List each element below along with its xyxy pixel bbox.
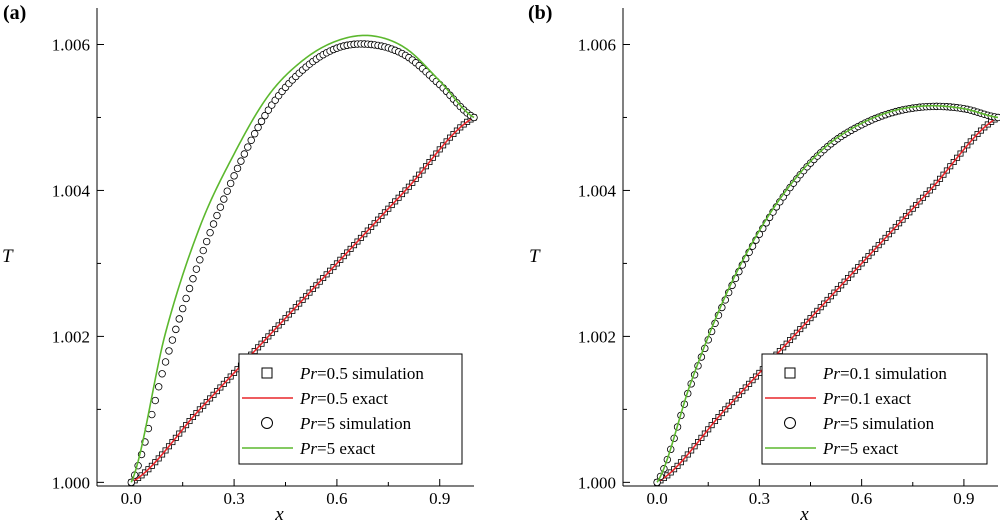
data-point-circle: [185, 284, 194, 293]
data-point-circle: [178, 304, 187, 313]
legend-entry-rest: =0.5 simulation: [317, 364, 424, 383]
legend-entry-italic: Pr: [299, 439, 317, 458]
legend-box: [238, 353, 463, 465]
data-point-circle: [175, 315, 183, 323]
data-point-circle: [244, 143, 252, 151]
legend-entry-rest: =0.5 exact: [317, 389, 388, 408]
y-axis-label: T: [529, 246, 541, 267]
data-point-circle: [230, 172, 238, 180]
legend-entry-sim_low: Pr=0.1 simulation: [822, 364, 947, 383]
data-point-circle: [254, 123, 262, 132]
data-point-circle: [220, 195, 228, 203]
x-tick-label: 0.0: [121, 489, 142, 508]
legend-entry-italic: Pr: [822, 364, 840, 383]
y-tick-label: 1.002: [52, 327, 90, 346]
legend-entry-rest: =5 exact: [840, 439, 898, 458]
legend-entry-italic: Pr: [299, 364, 317, 383]
legend-box: [761, 353, 988, 465]
legend-entry-rest: =5 simulation: [317, 414, 412, 433]
legend-entry-rest: =0.1 exact: [840, 389, 911, 408]
data-point-circle: [264, 106, 273, 114]
data-point-circle: [240, 150, 249, 158]
data-point-circle: [182, 294, 190, 303]
legend-entry-italic: Pr: [822, 414, 840, 433]
y-tick-label: 1.006: [52, 35, 90, 54]
legend-entry-italic: Pr: [822, 389, 840, 408]
data-point-circle: [199, 246, 207, 255]
data-point-circle: [127, 478, 135, 487]
x-tick-label: 0.6: [326, 489, 347, 508]
data-point-circle: [158, 370, 166, 378]
data-point-circle: [189, 275, 197, 283]
series-line-exact_high: [656, 104, 999, 483]
x-tick-label: 0.9: [953, 489, 974, 508]
data-point-circle: [261, 111, 269, 120]
data-point-circle: [226, 179, 235, 188]
x-tick-label: 0.9: [429, 489, 450, 508]
y-tick-label: 1.000: [52, 473, 90, 492]
legend-entry-exact_low: Pr=0.1 exact: [822, 389, 911, 408]
y-tick-label: 1.004: [52, 181, 91, 200]
x-axis-label: x: [274, 504, 284, 520]
legend-entry-exact_high: Pr=5 exact: [822, 439, 898, 458]
data-point-circle: [202, 237, 211, 246]
legend-symbol-circle: [261, 417, 273, 429]
y-tick-label: 1.002: [578, 327, 616, 346]
legend-entry-exact_low: Pr=0.5 exact: [299, 389, 388, 408]
data-point-circle: [168, 336, 177, 344]
panel-label: (a): [3, 2, 26, 24]
legend-symbol-square: [261, 367, 273, 379]
legend-symbol-square: [784, 367, 796, 379]
data-point-circle: [192, 265, 201, 273]
data-point-circle: [209, 220, 218, 228]
legend-entry-sim_high: Pr=5 simulation: [822, 414, 935, 433]
legend-entry-rest: =5 exact: [317, 439, 375, 458]
data-point-circle: [206, 228, 214, 237]
series-line-exact_low: [656, 116, 999, 484]
panel-label: (b): [528, 2, 552, 24]
x-axis-label: x: [799, 504, 809, 520]
data-point-circle: [250, 130, 259, 138]
data-point-circle: [257, 117, 266, 126]
legend-entry-exact_high: Pr=5 exact: [299, 439, 375, 458]
legend-entry-italic: Pr: [299, 414, 317, 433]
x-tick-label: 0.0: [646, 489, 667, 508]
data-point-circle: [151, 396, 159, 405]
x-tick-label: 0.3: [749, 489, 770, 508]
legend-symbol-circle: [784, 417, 796, 429]
y-tick-label: 1.004: [578, 181, 617, 200]
legend-entry-sim_low: Pr=0.5 simulation: [299, 364, 424, 383]
x-tick-label: 0.6: [851, 489, 872, 508]
legend-entry-rest: =0.1 simulation: [840, 364, 947, 383]
data-point-circle: [237, 157, 245, 165]
data-point-circle: [216, 203, 225, 211]
legend-entry-italic: Pr: [822, 439, 840, 458]
legend-entry-italic: Pr: [299, 389, 317, 408]
x-tick-label: 0.3: [223, 489, 244, 508]
y-tick-label: 1.006: [578, 35, 616, 54]
data-point-circle: [161, 358, 170, 366]
data-point-circle: [165, 347, 173, 355]
data-point-circle: [247, 136, 255, 144]
data-point-circle: [223, 187, 231, 195]
data-point-circle: [233, 164, 242, 173]
data-point-circle: [213, 211, 221, 220]
series-line-exact_high: [130, 34, 475, 483]
legend-entry-rest: =5 simulation: [840, 414, 935, 433]
y-tick-label: 1.000: [578, 473, 616, 492]
series-line-exact_low: [130, 116, 475, 484]
data-point-circle: [172, 325, 180, 334]
legend-entry-sim_high: Pr=5 simulation: [299, 414, 412, 433]
data-point-circle: [154, 383, 163, 391]
data-point-circle: [196, 256, 204, 264]
y-axis-label: T: [2, 246, 14, 267]
